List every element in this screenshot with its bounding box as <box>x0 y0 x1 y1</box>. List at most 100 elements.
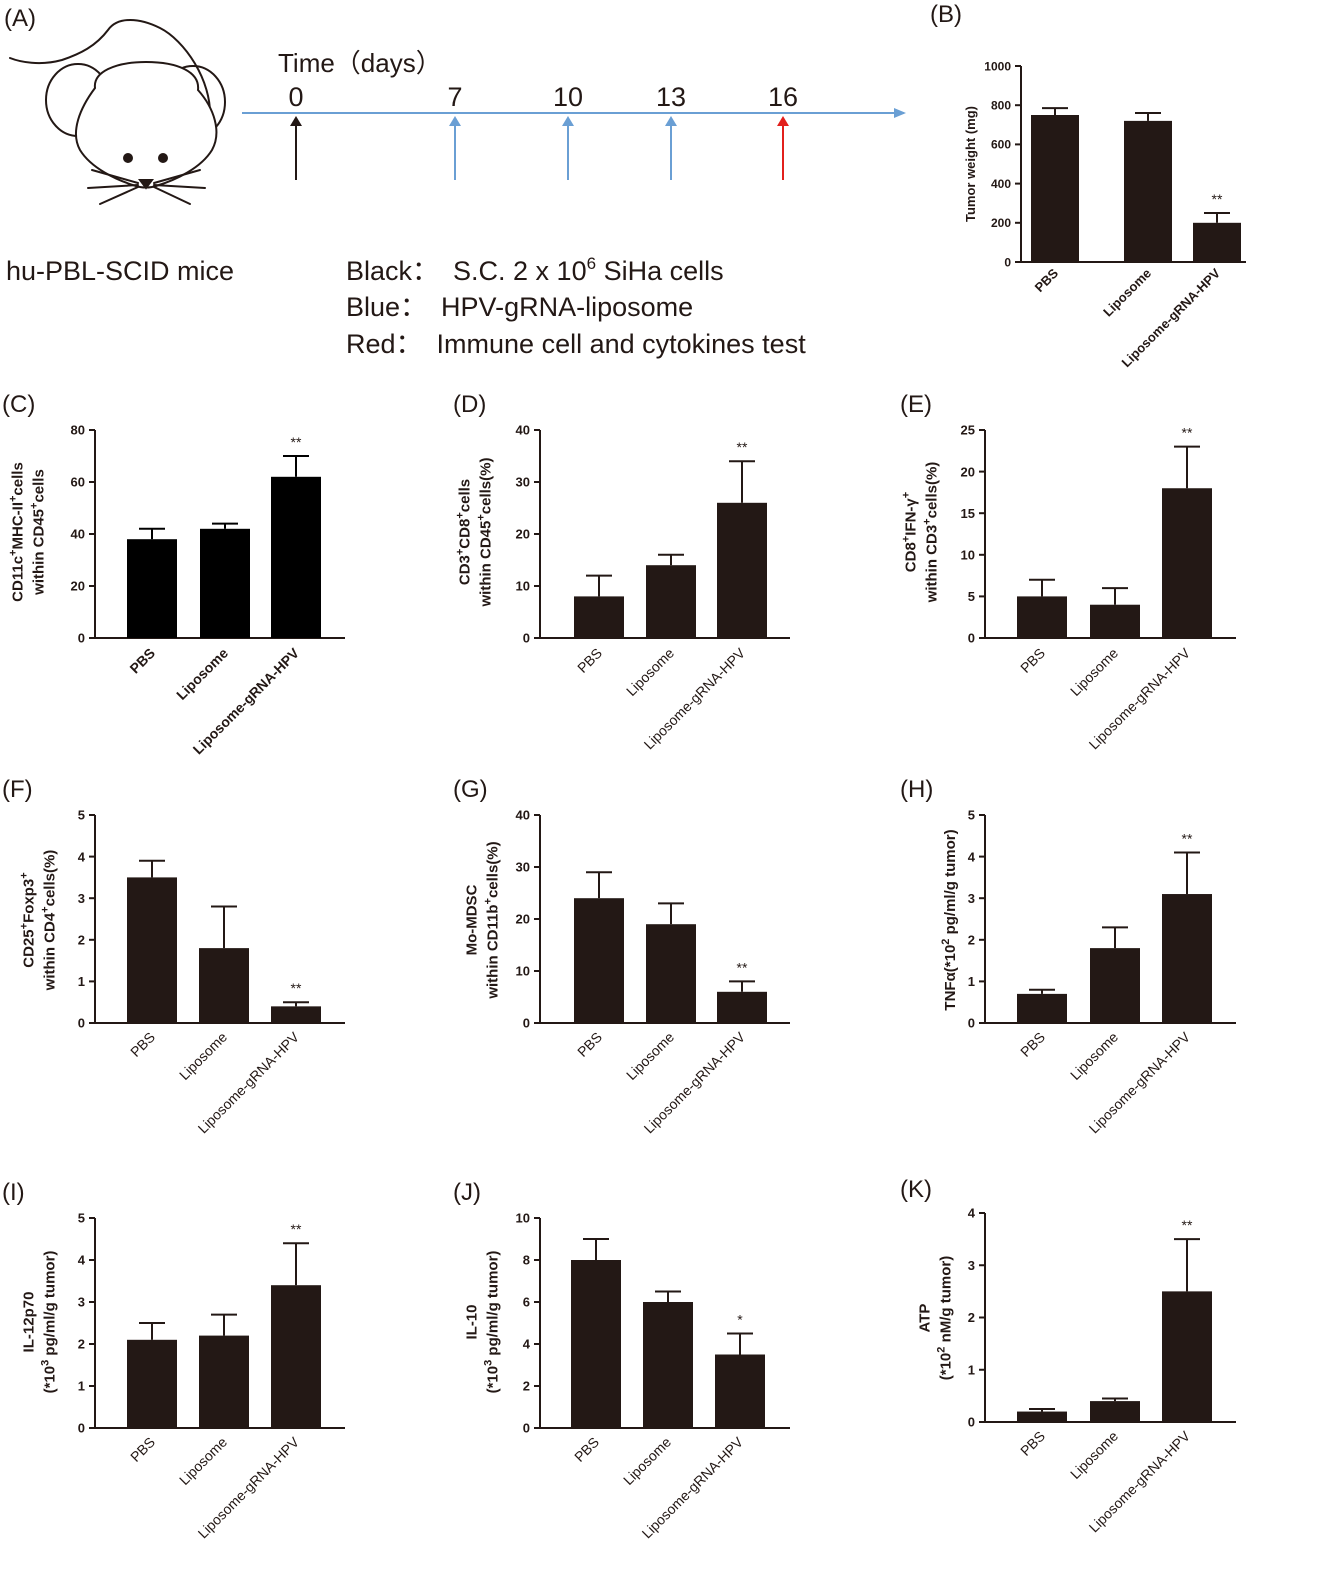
y-tick-label: 2 <box>523 1379 530 1394</box>
day-label: 10 <box>553 82 583 112</box>
label-part: CD3 <box>457 555 474 585</box>
y-tick-label: 4 <box>523 1337 531 1352</box>
mouse-model-label: hu-PBL-SCID mice <box>6 256 234 286</box>
label-part: within CD11b <box>485 904 502 999</box>
category-label: Liposome <box>176 1434 230 1488</box>
y-tick-label: 5 <box>968 808 975 823</box>
bar <box>271 1006 321 1023</box>
category-label: Liposome <box>620 1434 674 1488</box>
significance-mark: ** <box>291 980 302 996</box>
y-tick-label: 10 <box>516 964 530 979</box>
y-axis-label: CD3+CD8+cells <box>455 479 474 585</box>
label-part: nM/g tumor) <box>938 1256 955 1347</box>
y-tick-label: 400 <box>991 177 1011 191</box>
bar <box>1090 604 1140 638</box>
bar <box>1017 596 1067 638</box>
y-tick-label: 1 <box>78 974 85 989</box>
y-tick-label: 0 <box>78 1016 85 1031</box>
y-tick-label: 200 <box>991 216 1011 230</box>
label-part: MHC-II <box>10 502 27 550</box>
panel-letter: (C) <box>2 391 35 418</box>
panel-letter: (H) <box>900 776 933 803</box>
category-label: Liposome <box>623 645 677 699</box>
category-label: PBS <box>126 645 158 677</box>
y-tick-label: 20 <box>961 464 975 479</box>
superscript: + <box>8 550 20 556</box>
significance-mark: ** <box>737 439 748 455</box>
significance-mark: ** <box>737 959 748 975</box>
y-tick-label: 40 <box>516 423 530 438</box>
y-tick-label: 3 <box>78 891 85 906</box>
arrow-head <box>562 116 574 126</box>
bar <box>199 1335 249 1428</box>
y-tick-label: 1 <box>78 1379 85 1394</box>
y-tick-label: 30 <box>516 475 530 490</box>
label-part: Tumor weight (mg) <box>963 106 978 222</box>
category-label: PBS <box>1017 645 1048 676</box>
category-label: Liposome <box>173 645 231 703</box>
category-label: Liposome <box>1067 645 1121 699</box>
bar <box>271 476 321 638</box>
y-axis-label: within CD45+cells(%) <box>476 458 495 608</box>
superscript: + <box>19 923 31 929</box>
bar <box>1162 894 1212 1023</box>
y-tick-label: 5 <box>78 1211 85 1226</box>
panel-letter: (B) <box>930 1 962 28</box>
y-axis-label: IL-10 <box>464 1304 481 1339</box>
category-label: PBS <box>574 1029 605 1060</box>
bar <box>1124 120 1172 262</box>
y-axis-label: (*103 pg/ml/g tumor) <box>40 1251 59 1394</box>
label-part: pg/ml/g tumor) <box>42 1251 59 1360</box>
label-part: cells(%) <box>478 458 495 515</box>
label-part: IL-12p70 <box>21 1292 38 1353</box>
y-tick-label: 80 <box>71 423 85 438</box>
bar <box>646 924 696 1023</box>
y-tick-label: 2 <box>968 932 975 947</box>
label-part: (*10 <box>485 1366 502 1394</box>
label-part: cells <box>31 469 48 502</box>
label-part: pg/ml/g tumor) <box>485 1251 502 1360</box>
panel-letter: (E) <box>900 391 932 418</box>
legend-red-text: Immune cell and cytokines test <box>437 329 807 359</box>
y-tick-label: 4 <box>78 849 86 864</box>
legend-blue: Blue： HPV-gRNA-liposome <box>346 292 693 322</box>
panel-a-schedule: (A) Time（days） 0 7 10 13 16 hu-PBL-SCID mice… <box>4 5 906 359</box>
superscript: 3 <box>483 1360 495 1366</box>
y-axis-label: within CD4+cells(%) <box>40 850 59 992</box>
y-tick-label: 8 <box>523 1253 530 1268</box>
label-part: pg/ml/g tumor) <box>942 829 959 938</box>
label-part: CD8 <box>903 542 920 572</box>
y-axis-label: Mo-MDSC <box>464 884 481 955</box>
bar <box>717 991 767 1023</box>
legend-red-key: Red： <box>346 329 423 359</box>
significance-mark: ** <box>291 1221 302 1237</box>
panel-letter: (D) <box>453 391 486 418</box>
category-label: Liposome <box>1100 266 1154 320</box>
bar <box>271 1285 321 1428</box>
bar <box>715 1354 765 1428</box>
label-part: Mo-MDSC <box>464 884 481 955</box>
y-tick-label: 0 <box>523 631 530 646</box>
superscript: + <box>19 872 31 878</box>
bar <box>643 1302 693 1428</box>
y-tick-label: 6 <box>523 1295 530 1310</box>
label-part: cells(%) <box>42 850 59 907</box>
y-tick-label: 0 <box>968 631 975 646</box>
label-part: IL-10 <box>464 1304 481 1339</box>
label-part: within CD45 <box>31 509 48 596</box>
y-axis-label: (*103 pg/ml/g tumor) <box>483 1251 502 1394</box>
superscript: + <box>922 518 934 524</box>
y-tick-label: 30 <box>516 860 530 875</box>
arrow-head <box>449 116 461 126</box>
y-axis-label: CD11c+MHC-II+cells <box>8 462 27 602</box>
bar <box>199 948 249 1023</box>
y-tick-label: 10 <box>516 1211 530 1226</box>
significance-mark: ** <box>1182 830 1193 846</box>
panel-letter: (J) <box>453 1179 481 1206</box>
label-part: ATP <box>917 1304 934 1333</box>
label-part: cells(%) <box>485 841 502 898</box>
